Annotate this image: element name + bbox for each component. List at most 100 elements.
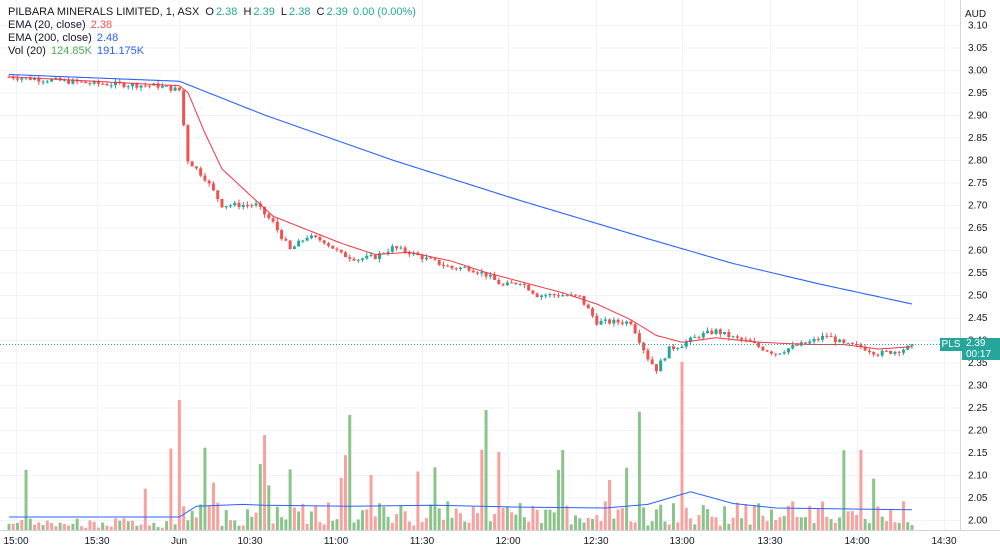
volume-bar — [118, 520, 122, 530]
volume-bar — [804, 517, 808, 530]
candle-body — [889, 350, 893, 354]
candle-body — [463, 267, 467, 269]
candle-body — [67, 79, 71, 84]
candle-body — [859, 344, 863, 347]
volume-bar — [527, 521, 531, 530]
candle-body — [267, 214, 271, 219]
candle-body — [156, 83, 160, 88]
volume-bar — [591, 518, 595, 530]
volume-bar — [493, 513, 497, 530]
volume-bar — [459, 513, 462, 530]
volume-bar — [659, 504, 663, 530]
candle-body — [552, 294, 556, 296]
candle-body — [135, 83, 139, 88]
candle-body — [539, 295, 543, 298]
legend-symbol-row[interactable]: PILBARA MINERALS LIMITED, 1, ASX O 2.38 H… — [8, 6, 416, 19]
candle-body — [11, 76, 15, 79]
price-tick: 2.90 — [968, 111, 988, 122]
volume-bar — [710, 516, 714, 530]
volume-bar — [407, 521, 411, 530]
candle-body — [565, 295, 569, 297]
candle-body — [454, 268, 458, 270]
candle-body — [880, 350, 884, 356]
volume-bar — [450, 517, 454, 530]
candle-body — [595, 315, 599, 325]
volume-bar — [37, 522, 41, 530]
candle-body — [786, 348, 790, 353]
volume-bar — [148, 525, 152, 530]
volume-bar — [863, 518, 867, 530]
candle-body — [693, 336, 697, 338]
volume-bar — [514, 514, 518, 530]
price-tick: 2.25 — [968, 403, 988, 414]
volume-bar — [378, 503, 382, 530]
volume-bar — [395, 513, 399, 530]
candle-body — [105, 84, 109, 86]
candle-body — [309, 235, 313, 238]
volume-bar — [642, 507, 646, 530]
volume-bar — [211, 482, 215, 530]
candle-body — [79, 81, 83, 83]
candle-body — [846, 342, 850, 344]
candle-body — [207, 180, 211, 184]
legend-ema200-row[interactable]: EMA (200, close) 2.48 — [8, 32, 416, 45]
volume-bar — [454, 508, 458, 530]
time-tick: 14:00 — [844, 536, 869, 547]
volume-bar — [544, 509, 548, 530]
candle-body — [548, 294, 552, 296]
candle-body — [148, 85, 152, 87]
volume-bar — [467, 522, 471, 530]
volume-bar — [131, 520, 135, 530]
volume-bar — [390, 522, 394, 530]
price-tick: 2.60 — [968, 246, 988, 257]
volume-bar — [84, 527, 88, 530]
candle-body — [867, 350, 871, 353]
volume-bar — [194, 517, 198, 530]
volume-bar — [88, 520, 92, 530]
volume-bar — [160, 527, 164, 530]
candle-body — [731, 336, 735, 338]
volume-bar — [331, 520, 335, 530]
candle-body — [480, 272, 484, 274]
volume-bar — [67, 525, 71, 530]
volume-bar — [92, 521, 96, 530]
volume-bar — [7, 523, 11, 530]
candle-body — [233, 202, 237, 206]
candle-body — [646, 350, 650, 360]
current-price-label: 2.39 00:17 — [962, 338, 1000, 360]
candle-body — [723, 331, 727, 335]
volume-bar — [182, 506, 186, 530]
volume-bar — [96, 527, 100, 530]
candle-body — [667, 346, 671, 359]
price-tick: 2.10 — [968, 471, 988, 482]
candle-body — [735, 336, 739, 338]
candle-body — [292, 246, 296, 250]
price-axis: 3.10 3.05 3.00 2.95 2.90 2.85 2.80 2.75 2.70 2.65… — [968, 21, 988, 527]
candle-body — [109, 85, 113, 87]
candle-body — [625, 321, 629, 324]
legend-ema20-row[interactable]: EMA (20, close) 2.38 — [8, 19, 416, 32]
volume-bar — [582, 522, 586, 530]
candle-body — [850, 342, 854, 345]
candle-body — [407, 252, 411, 255]
candle-body — [301, 240, 305, 242]
ema200-label: EMA (200, close) — [8, 32, 92, 44]
volume-bar — [808, 505, 812, 530]
volume-bar — [446, 501, 450, 530]
volume-bar — [539, 523, 543, 530]
candle-body — [126, 86, 130, 88]
candle-body — [37, 78, 41, 82]
price-tick: 2.35 — [968, 358, 988, 369]
candle-body — [284, 238, 288, 241]
candle-body — [467, 267, 471, 271]
volume-bar — [488, 521, 492, 530]
volume-bar — [109, 526, 113, 530]
legend-volume-row[interactable]: Vol (20) 124.85K 191.175K — [8, 45, 416, 58]
candle-body — [637, 333, 641, 343]
volume-bar — [701, 505, 705, 530]
volume-bar — [889, 509, 893, 530]
volume-bar — [54, 526, 58, 530]
volume-bar — [369, 475, 373, 530]
candle-body — [740, 337, 744, 340]
